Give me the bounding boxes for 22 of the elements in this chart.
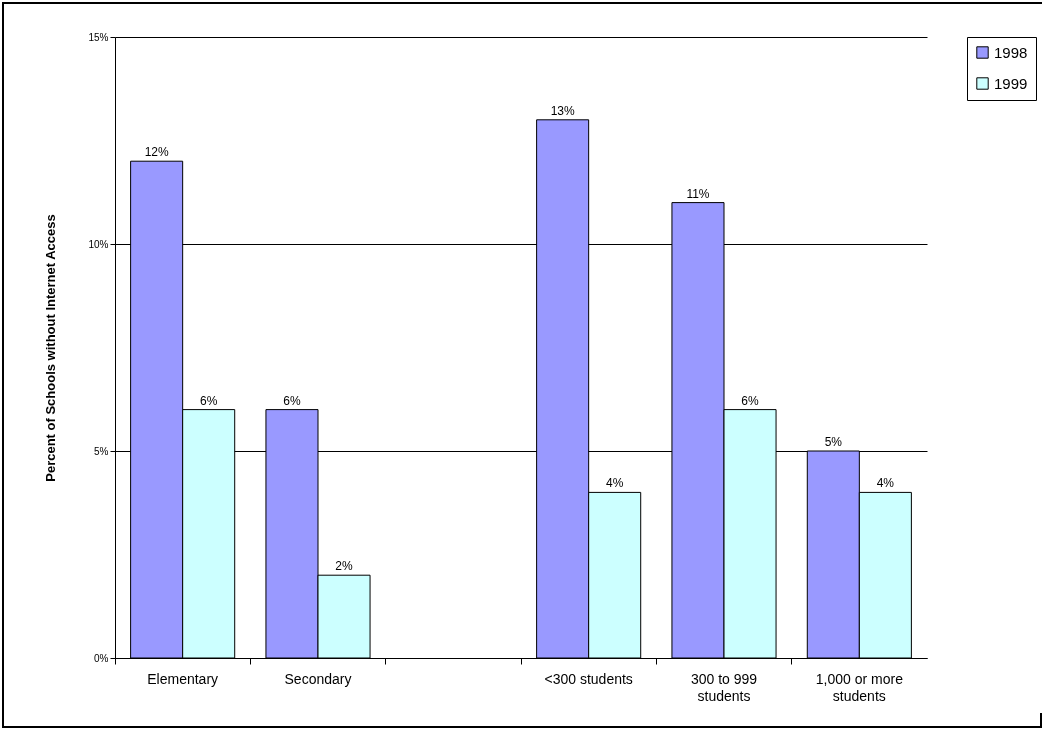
- data-label: 12%: [144, 145, 169, 160]
- y-axis-title: Percent of Schools without Internet Access: [43, 214, 59, 482]
- data-label: 4%: [606, 476, 624, 491]
- y-tick-label: 0%: [94, 652, 109, 664]
- x-tick-label: 1,000 or more students: [815, 670, 904, 704]
- data-label: 2%: [335, 559, 354, 574]
- y-tick-label: 15%: [88, 31, 109, 43]
- data-label: 4%: [876, 476, 895, 491]
- y-tick-label: 5%: [94, 445, 109, 457]
- data-label: 6%: [283, 393, 301, 408]
- x-tick-label: 300 to 999 students: [690, 670, 758, 704]
- data-label: 5%: [824, 435, 843, 449]
- data-label: 6%: [200, 393, 218, 408]
- legend-label: 1998: [994, 43, 1028, 61]
- x-tick-label: Elementary: [147, 670, 219, 687]
- y-tick-label: 10%: [88, 238, 109, 250]
- data-label: 6%: [741, 393, 760, 408]
- data-label: 13%: [550, 103, 575, 118]
- x-tick-label: <300 students: [544, 670, 633, 687]
- x-tick-label: Secondary: [284, 670, 352, 687]
- legend-label: 1999: [994, 74, 1028, 92]
- data-label: 11%: [686, 186, 710, 201]
